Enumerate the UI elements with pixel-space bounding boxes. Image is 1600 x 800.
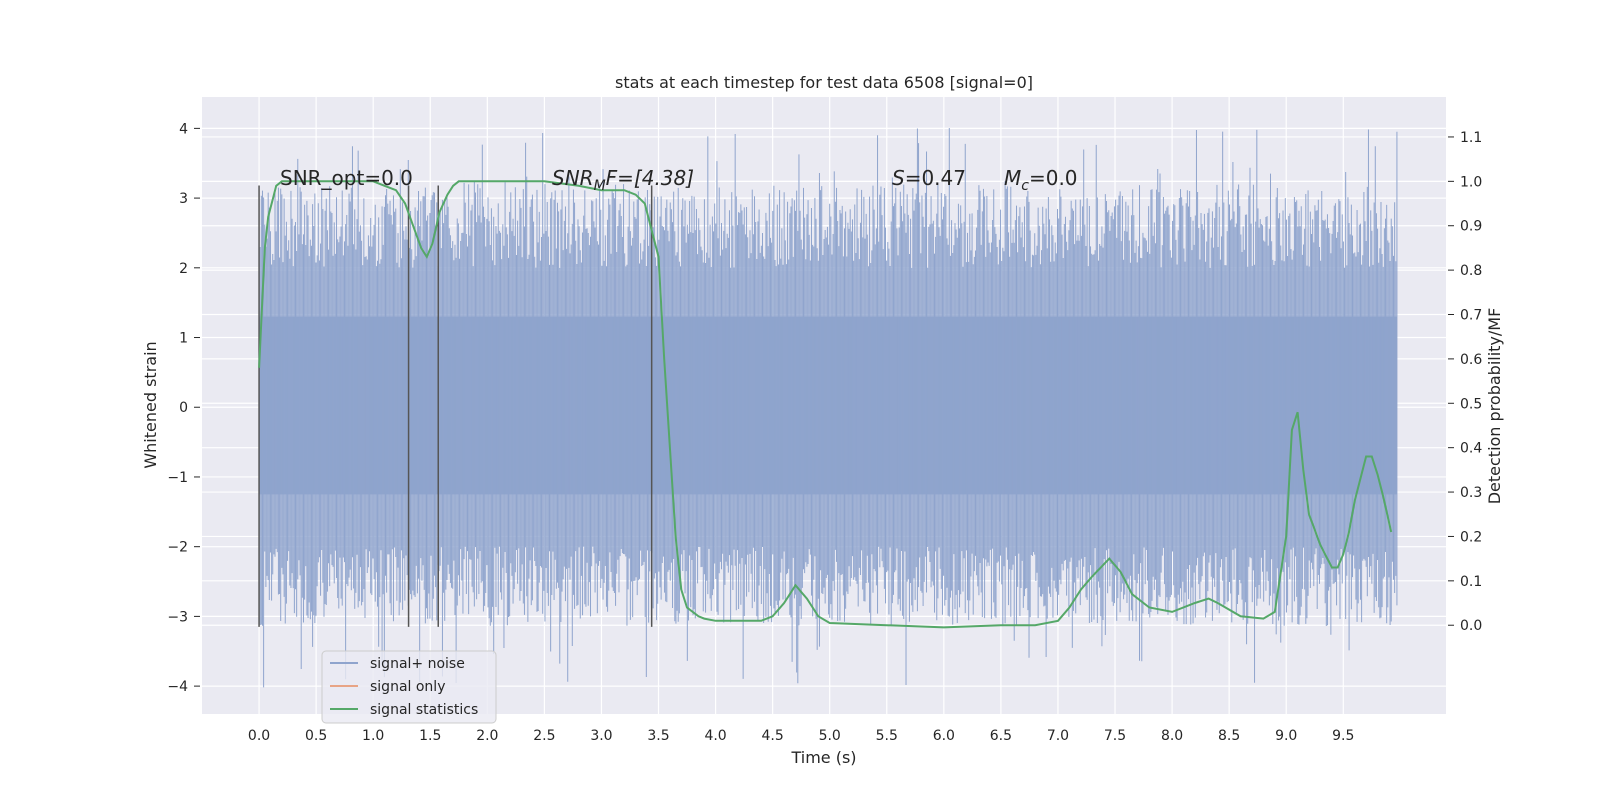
y-tick-label-right: 0.1 (1460, 574, 1482, 590)
annotation-s: S=0.47 (892, 166, 966, 190)
y-tick-labels-left: 4 3 2 1 0 −1 −2 −3 −4 (167, 121, 200, 695)
x-tick-label: 5.5 (876, 728, 898, 744)
annotation-snr-opt: SNR_opt=0.0 (280, 166, 413, 190)
y-tick-label-right: 0.3 (1460, 485, 1482, 501)
y-tick-label-left: 1 (179, 331, 188, 347)
x-tick-label: 8.0 (1161, 728, 1183, 744)
x-tick-label: 8.5 (1218, 728, 1240, 744)
legend: signal+ noise signal only signal statist… (321, 650, 497, 724)
legend-box (321, 650, 497, 724)
x-axis-label: Time (s) (790, 748, 856, 767)
y-tick-label-left: −3 (167, 609, 188, 625)
y-tick-label-left: −4 (167, 679, 188, 695)
x-tick-label: 4.0 (704, 728, 726, 744)
x-tick-label: 1.0 (362, 728, 384, 744)
legend-label-signal-statistics: signal statistics (370, 702, 478, 718)
vertical-markers (258, 185, 653, 627)
y-tick-label-right: 0.6 (1460, 352, 1482, 368)
y-tick-label-right: 0.9 (1460, 219, 1482, 235)
annotation-snr-mf: SNRMF=[4.38] (552, 166, 694, 194)
y-tick-label-left: 0 (179, 400, 188, 416)
y-tick-labels-right: 1.1 1.0 0.9 0.8 0.7 0.6 0.5 0.4 0.3 0.2 0.1 0.0 (1448, 130, 1482, 634)
x-tick-label: 0.0 (248, 728, 270, 744)
y-tick-label-left: 4 (179, 121, 188, 137)
x-tick-label: 2.0 (476, 728, 498, 744)
noise-core-band (259, 316, 1397, 495)
series-signal-noise (258, 127, 1398, 688)
x-tick-label: 5.0 (819, 728, 841, 744)
x-tick-label: 3.5 (647, 728, 669, 744)
legend-label-signal-only: signal only (370, 679, 445, 695)
y-tick-label-right: 0.5 (1460, 396, 1482, 412)
x-tick-label: 9.5 (1332, 728, 1354, 744)
y-tick-label-right: 0.8 (1460, 263, 1482, 279)
chart-title: stats at each timestep for test data 650… (615, 73, 1033, 92)
x-tick-labels: 0.0 0.5 1.0 1.5 2.0 2.5 3.0 3.5 4.0 4.5 5.0 5.5 6.0 6… (248, 728, 1354, 744)
x-tick-label: 3.0 (590, 728, 612, 744)
y-tick-label-left: 2 (179, 261, 188, 277)
y-tick-label-right: 1.0 (1460, 174, 1482, 190)
x-tick-label: 7.5 (1104, 728, 1126, 744)
y-axis-label-left: Whitened strain (141, 341, 160, 468)
x-tick-label: 2.5 (533, 728, 555, 744)
x-tick-label: 6.5 (990, 728, 1012, 744)
x-tick-label: 7.0 (1047, 728, 1069, 744)
y-tick-label-right: 0.2 (1460, 529, 1482, 545)
x-tick-label: 1.5 (419, 728, 441, 744)
legend-label-signal-noise: signal+ noise (370, 656, 465, 672)
x-tick-label: 0.5 (305, 728, 327, 744)
x-tick-label: 4.5 (762, 728, 784, 744)
y-tick-label-right: 1.1 (1460, 130, 1482, 146)
x-tick-label: 9.0 (1275, 728, 1297, 744)
y-tick-label-right: 0.4 (1460, 441, 1482, 457)
y-tick-label-right: 0.7 (1460, 308, 1482, 324)
y-tick-label-left: 3 (179, 191, 188, 207)
series-signal-statistics-line (258, 180, 1393, 629)
annotation-mc: Mc=0.0 (1004, 166, 1078, 194)
y-tick-label-left: −1 (167, 470, 188, 486)
y-tick-label-right: 0.0 (1460, 618, 1482, 634)
y-axis-label-right: Detection probability/MF (1485, 308, 1504, 505)
x-tick-label: 6.0 (933, 728, 955, 744)
y-tick-label-left: −2 (167, 540, 188, 556)
